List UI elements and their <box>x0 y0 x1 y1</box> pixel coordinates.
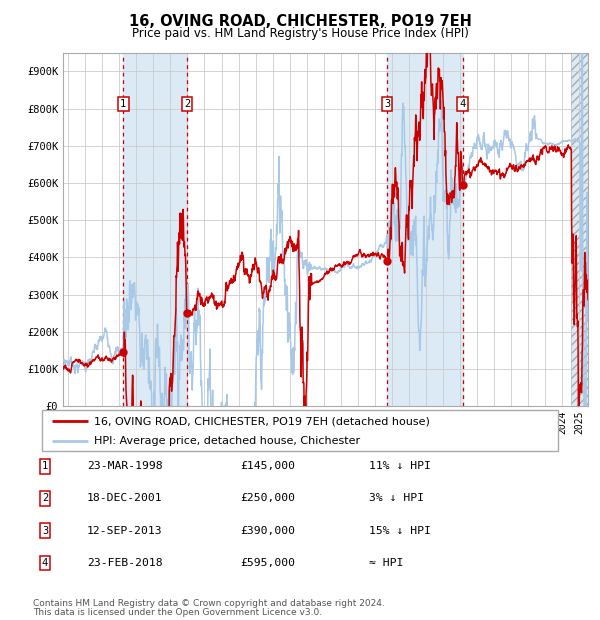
Bar <box>123 53 187 406</box>
Text: ≈ HPI: ≈ HPI <box>369 558 403 568</box>
Text: £145,000: £145,000 <box>240 461 295 471</box>
Text: 23-MAR-1998: 23-MAR-1998 <box>87 461 163 471</box>
Text: £595,000: £595,000 <box>240 558 295 568</box>
Text: 1: 1 <box>42 461 48 471</box>
Text: 23-FEB-2018: 23-FEB-2018 <box>87 558 163 568</box>
Text: 16, OVING ROAD, CHICHESTER, PO19 7EH (detached house): 16, OVING ROAD, CHICHESTER, PO19 7EH (de… <box>94 417 430 427</box>
FancyBboxPatch shape <box>42 410 558 451</box>
Text: 15% ↓ HPI: 15% ↓ HPI <box>369 526 431 536</box>
Text: 11% ↓ HPI: 11% ↓ HPI <box>369 461 431 471</box>
Text: £250,000: £250,000 <box>240 494 295 503</box>
Text: 16, OVING ROAD, CHICHESTER, PO19 7EH: 16, OVING ROAD, CHICHESTER, PO19 7EH <box>128 14 472 29</box>
Text: Contains HM Land Registry data © Crown copyright and database right 2024.: Contains HM Land Registry data © Crown c… <box>33 598 385 608</box>
Bar <box>387 53 463 406</box>
Text: 12-SEP-2013: 12-SEP-2013 <box>87 526 163 536</box>
Text: HPI: Average price, detached house, Chichester: HPI: Average price, detached house, Chic… <box>94 436 360 446</box>
Text: 3% ↓ HPI: 3% ↓ HPI <box>369 494 424 503</box>
Text: 2: 2 <box>184 99 190 109</box>
Text: Price paid vs. HM Land Registry's House Price Index (HPI): Price paid vs. HM Land Registry's House … <box>131 27 469 40</box>
Text: 1: 1 <box>120 99 126 109</box>
Text: 18-DEC-2001: 18-DEC-2001 <box>87 494 163 503</box>
Text: 4: 4 <box>460 99 466 109</box>
Text: 3: 3 <box>42 526 48 536</box>
Bar <box>571 53 588 406</box>
Text: 4: 4 <box>42 558 48 568</box>
Text: This data is licensed under the Open Government Licence v3.0.: This data is licensed under the Open Gov… <box>33 608 322 617</box>
Text: 2: 2 <box>42 494 48 503</box>
Text: 3: 3 <box>384 99 390 109</box>
Text: £390,000: £390,000 <box>240 526 295 536</box>
